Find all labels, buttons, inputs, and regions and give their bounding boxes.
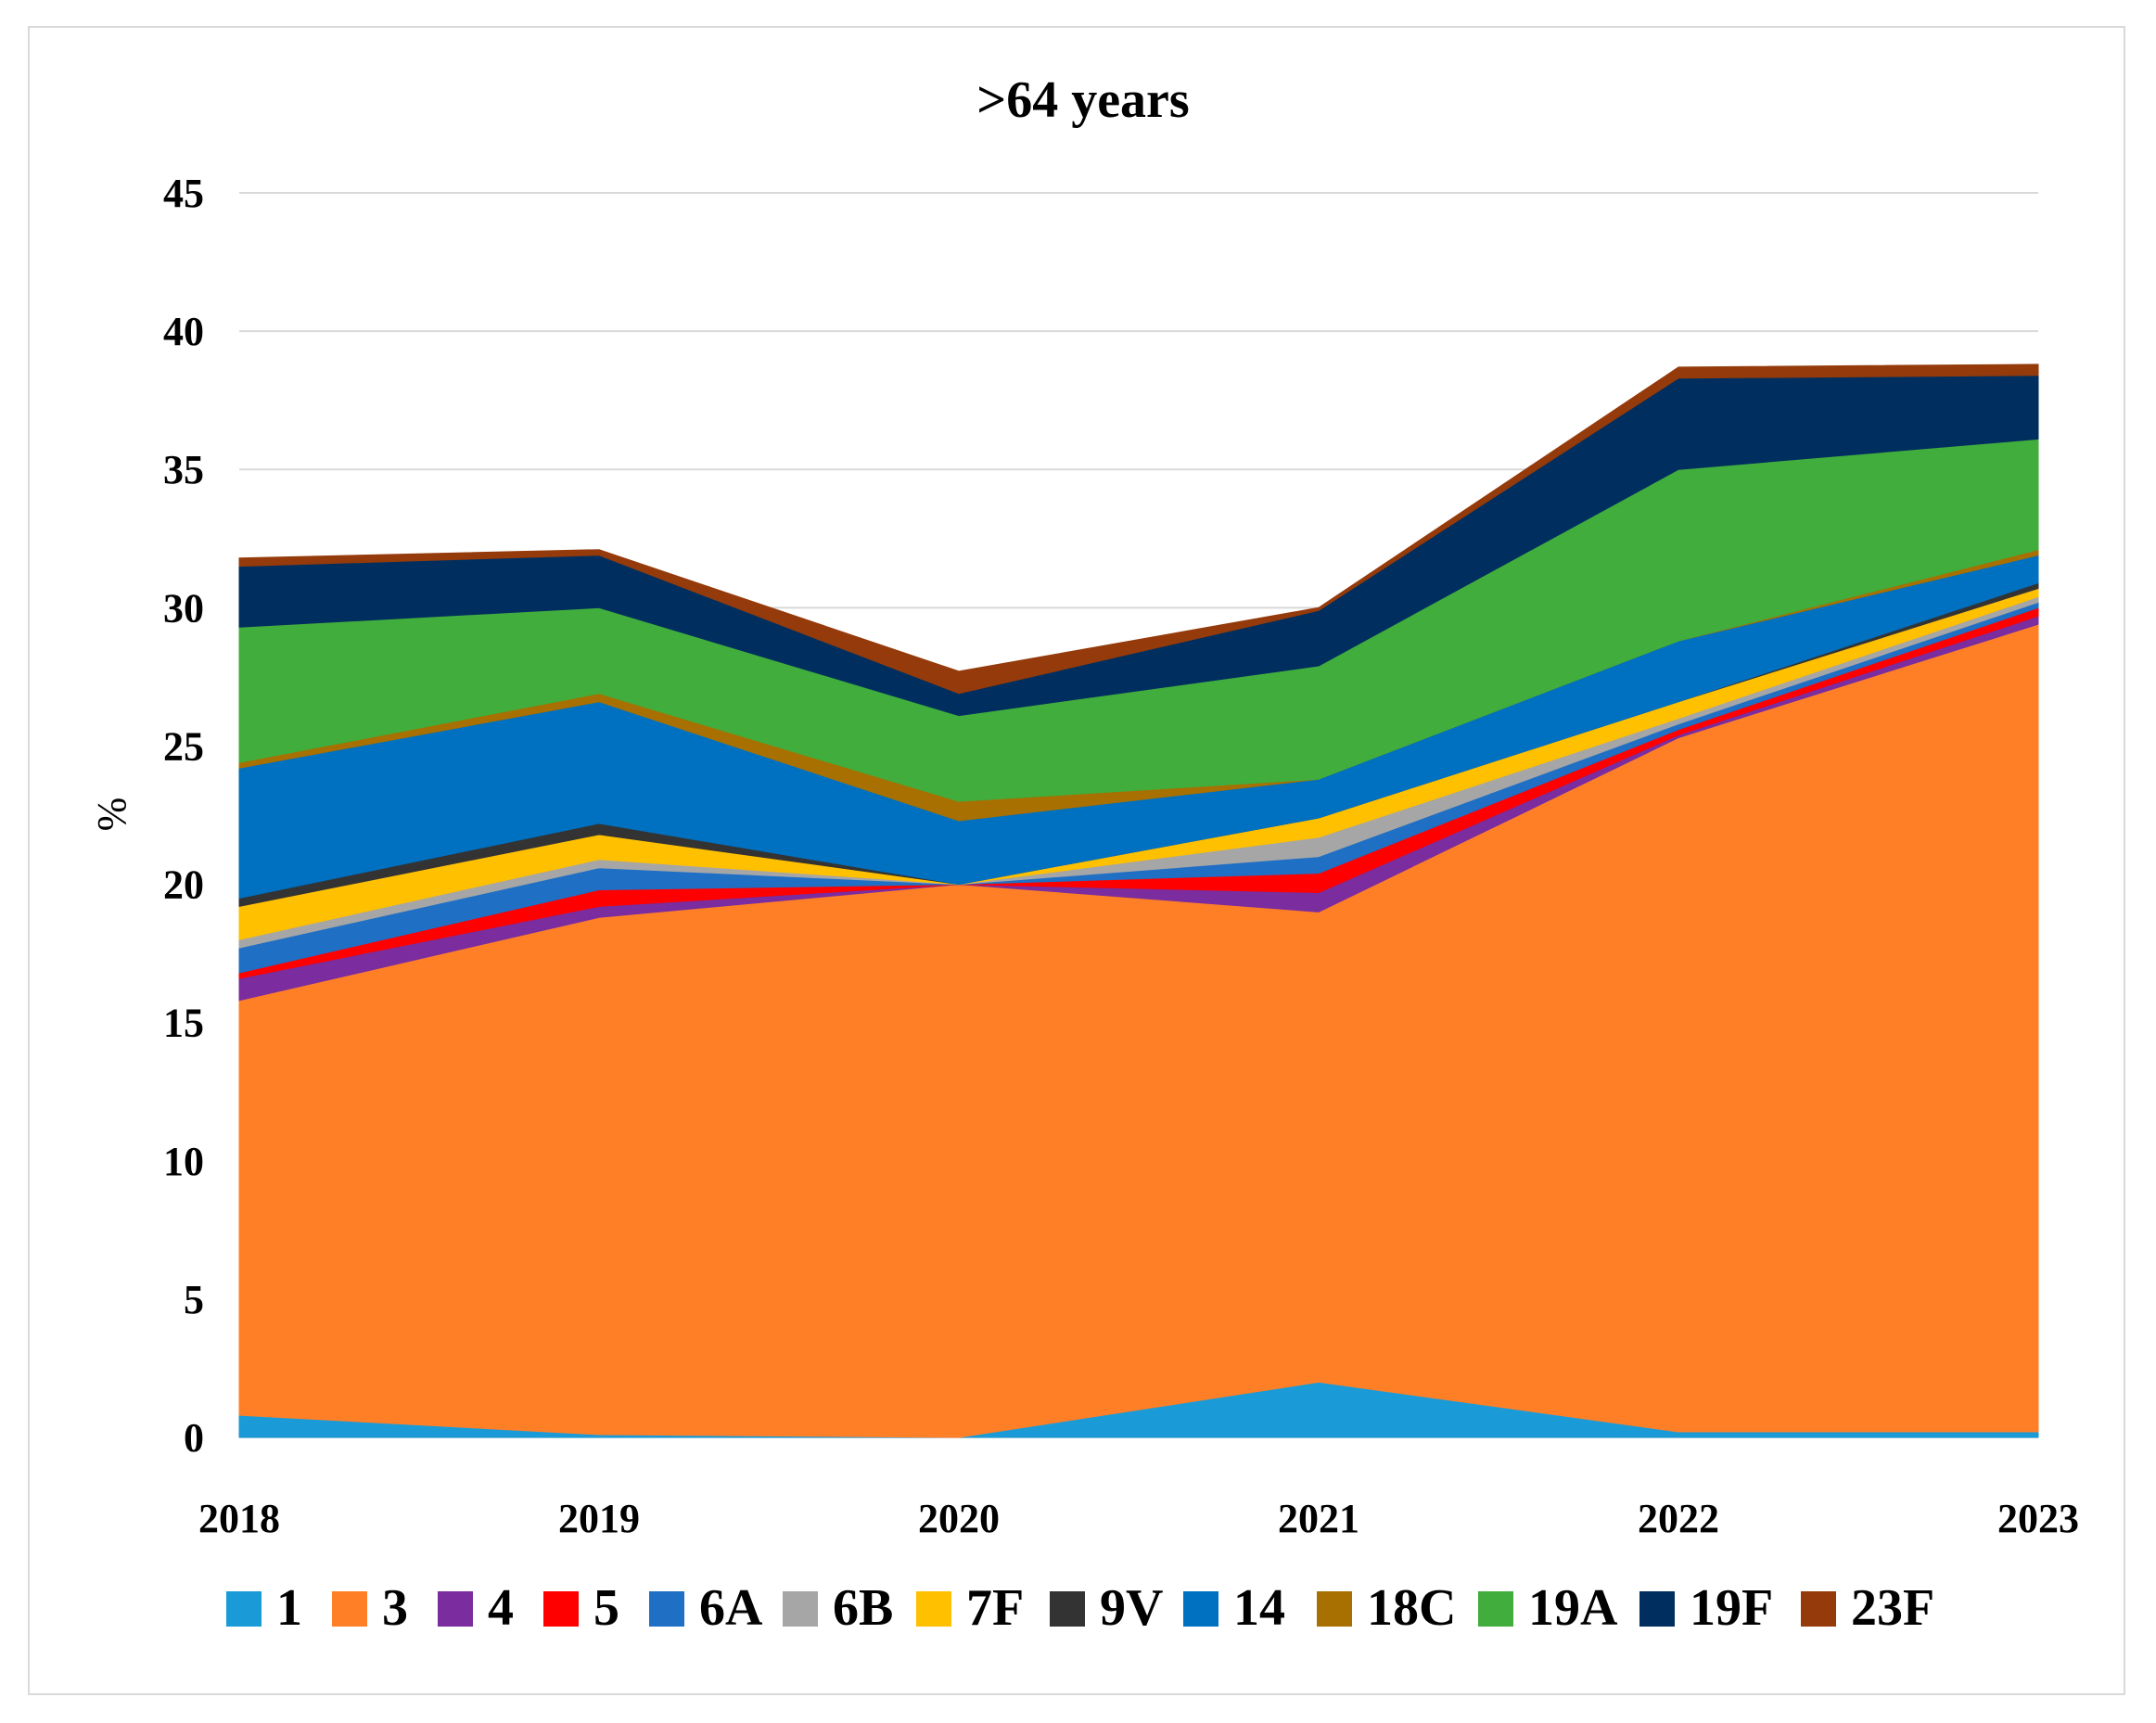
legend-label: 1 [276, 1579, 302, 1637]
y-tick-label: 5 [184, 1277, 204, 1322]
area-series [238, 364, 2039, 1438]
legend-swatch [1478, 1591, 1513, 1627]
legend-item-14: 14 [1183, 1579, 1285, 1637]
legend-swatch [1050, 1591, 1085, 1627]
y-tick-label: 40 [163, 309, 204, 354]
legend-label: 19F [1690, 1579, 1773, 1637]
y-tick-label: 45 [163, 171, 204, 216]
legend-label: 4 [488, 1579, 514, 1637]
area-series-23F [238, 364, 2039, 695]
y-tick-label: 10 [163, 1139, 204, 1184]
legend-swatch [332, 1591, 367, 1627]
legend-swatch [543, 1591, 579, 1627]
legend-label: 3 [382, 1579, 408, 1637]
legend-item-6B: 6B [783, 1579, 893, 1637]
x-tick-label: 2021 [1278, 1496, 1359, 1541]
legend-swatch [1183, 1591, 1218, 1627]
legend-label: 23F [1851, 1579, 1934, 1637]
legend-item-7F: 7F [916, 1579, 1024, 1637]
legend-item-23F: 23F [1801, 1579, 1934, 1637]
legend-item-18C: 18C [1317, 1579, 1456, 1637]
legend: 1 3 4 5 6A 6B 7F 9V 14 18C 19A 19F 23F [226, 1579, 1934, 1637]
y-tick-label: 30 [163, 585, 204, 631]
legend-label: 5 [593, 1579, 619, 1637]
y-tick-label: 0 [184, 1415, 204, 1461]
y-tick-label: 20 [163, 862, 204, 908]
legend-swatch [783, 1591, 818, 1627]
legend-swatch [438, 1591, 473, 1627]
x-tick-label: 2022 [1638, 1496, 1719, 1541]
chart-title: >64 years [976, 71, 1189, 129]
legend-label: 6A [699, 1579, 763, 1637]
legend-label: 7F [966, 1579, 1024, 1637]
legend-label: 14 [1233, 1579, 1285, 1637]
y-tick-label: 25 [163, 723, 204, 769]
legend-item-1: 1 [226, 1579, 302, 1637]
legend-item-3: 3 [332, 1579, 408, 1637]
legend-item-19F: 19F [1639, 1579, 1773, 1637]
legend-item-5: 5 [543, 1579, 619, 1637]
y-tick-label: 35 [163, 447, 204, 492]
legend-item-19A: 19A [1478, 1579, 1618, 1637]
legend-swatch [1317, 1591, 1352, 1627]
legend-label: 19A [1528, 1579, 1618, 1637]
x-tick-label: 2018 [198, 1496, 280, 1541]
x-axis-ticks: 2018 2019 2020 2021 2022 2023 [198, 1496, 2079, 1541]
legend-item-6A: 6A [649, 1579, 763, 1637]
legend-swatch [916, 1591, 951, 1627]
legend-swatch [1801, 1591, 1836, 1627]
legend-label: 6B [833, 1579, 893, 1637]
legend-item-4: 4 [438, 1579, 514, 1637]
legend-swatch [226, 1591, 262, 1627]
legend-label: 18C [1367, 1579, 1456, 1637]
y-axis-ticks: 0 5 10 15 20 25 30 35 40 45 [163, 171, 204, 1461]
legend-swatch [1639, 1591, 1675, 1627]
legend-label: 9V [1100, 1579, 1163, 1637]
chart-frame [28, 26, 2125, 1695]
x-tick-label: 2023 [1997, 1496, 2079, 1541]
legend-item-9V: 9V [1050, 1579, 1163, 1637]
y-tick-label: 15 [163, 1001, 204, 1046]
x-tick-label: 2020 [918, 1496, 1000, 1541]
legend-swatch [649, 1591, 684, 1627]
x-tick-label: 2019 [558, 1496, 640, 1541]
y-axis-label: % [89, 798, 134, 832]
